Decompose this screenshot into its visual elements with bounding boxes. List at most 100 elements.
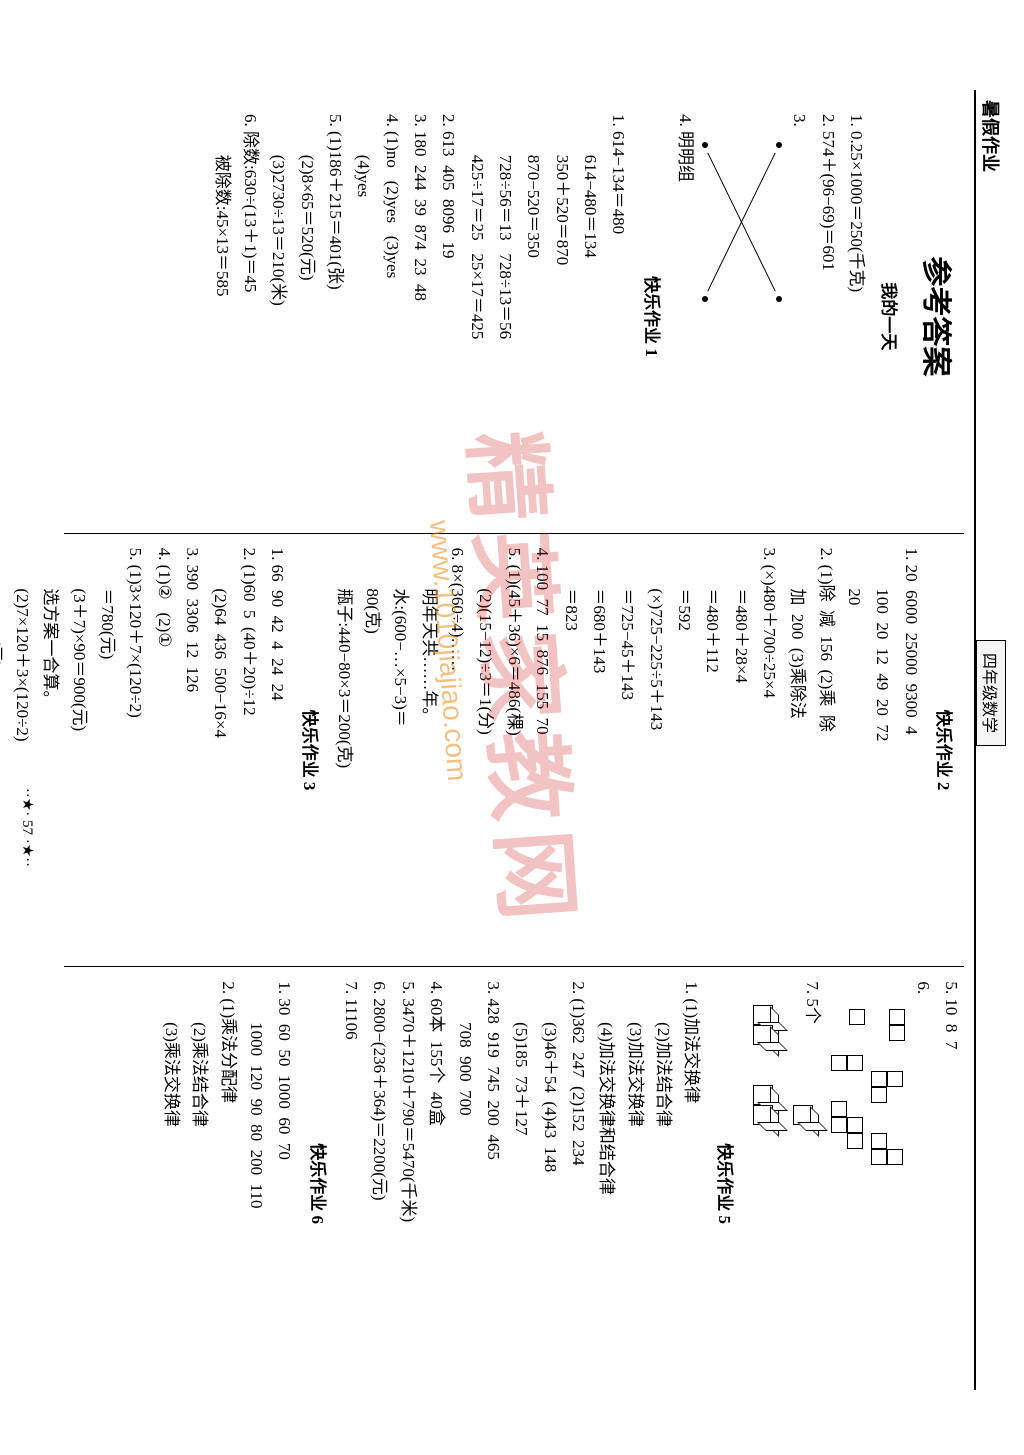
c2-d5c: (3＋7)×90＝900(元)	[65, 548, 91, 953]
c3-g5: 5. 3470＋1210＋790＝5470(千米)	[395, 981, 421, 1386]
c2-b1c: 20	[841, 548, 867, 953]
c1-a6b: 被除数:45×13＝585	[208, 114, 234, 519]
column-3: 5. 10 8 7 6.	[64, 966, 964, 1400]
c3-g1b: (2)加法结合律	[650, 981, 676, 1386]
c1-a5c: (3)2730÷13＝210(米)	[265, 114, 291, 519]
c3-g6: 6. 2800−(236＋364)＝2200(元)	[366, 981, 392, 1386]
c1-a1: 1. 614−134＝480	[605, 114, 631, 519]
page-root: 暑假作业 四年级数学 参考答案 我的一天 1. 0.25×1000＝250(千克…	[0, 0, 1024, 1024]
section-hw1: 快乐作业 1	[637, 114, 663, 519]
c1-a1c: 350＋520＝870	[548, 114, 574, 519]
c2-b6b: 明年天共……年。	[415, 548, 441, 953]
page-footer: ··★· 57 ·★··	[18, 100, 37, 1455]
c1-a3: 3. 180 244 39 874 23 48	[407, 114, 433, 519]
page-number: ··★· 57 ·★··	[19, 788, 35, 867]
polyomino-a	[871, 1009, 905, 1041]
c1-l2: 2. 574＋(96−69)＝601	[814, 114, 840, 519]
c2-b3e: (×)725−225÷5＋143	[642, 548, 668, 953]
c2-b1: 1. 20 6000 25000 9300 4	[897, 548, 923, 953]
c2-b3f: ＝725−45＋143	[614, 548, 640, 953]
c2-b6e: 瓶子:440−80×3＝200(克)	[330, 548, 356, 953]
polyomino-e	[831, 1055, 865, 1071]
c3-g1d: (4)加法交换律和结合律	[593, 981, 619, 1386]
c1-a6: 6. 除数:630÷(13＋1)＝45	[237, 114, 263, 519]
c3-f7: 7. 5个	[799, 981, 825, 1386]
columns: 参考答案 我的一天 1. 0.25×1000＝250(千克) 2. 574＋(9…	[64, 100, 964, 1400]
answers-title: 参考答案	[912, 114, 959, 519]
c3-g3: 3. 428 919 745 200 465	[480, 981, 506, 1386]
section-hw6: 快乐作业 6	[303, 981, 329, 1386]
c3-h2: 2. (1)乘法分配律	[214, 981, 240, 1386]
cube-stack-a	[745, 1005, 773, 1045]
c1-a1e: 728÷56＝13 728÷13＝56	[492, 114, 518, 519]
header-left: 暑假作业	[978, 100, 1004, 172]
section-hw3: 快乐作业 3	[296, 548, 322, 953]
c2-d5: 5. (1)3×120＋7×(120÷2)	[122, 548, 148, 953]
c3-g1: 1. (1)加法交换律	[678, 981, 704, 1386]
c1-l3: 3.	[786, 114, 812, 519]
c3-h2b: (2)乘法结合律	[186, 981, 212, 1386]
c2-c2: 2. (1)60 5 (40＋20)÷12	[235, 548, 261, 953]
polyomino-row-2	[831, 1009, 865, 1386]
c3-h1: 1. 30 60 50 1000 60 70	[271, 981, 297, 1386]
c2-b2: 2. (1)除 减 156 (2)乘 除	[812, 548, 838, 953]
c2-d4: 4. (1)② (2)①	[150, 548, 176, 953]
c3-g7: 7. 11106	[338, 981, 364, 1386]
c3-h2c: (3)乘法交换律	[158, 981, 184, 1386]
polyomino-c	[871, 1133, 905, 1165]
column-1: 参考答案 我的一天 1. 0.25×1000＝250(千克) 2. 574＋(9…	[64, 100, 964, 533]
column-2: 快乐作业 2 1. 20 6000 25000 9300 4 100 20 12…	[64, 533, 964, 967]
c2-c1: 1. 66 90 42 4 24 24	[264, 548, 290, 953]
polyomino-row-1	[871, 1009, 905, 1386]
c2-b1b: 100 20 12 49 20 72	[869, 548, 895, 953]
c2-b5b: (2)(15−12)÷3＝1(分)	[472, 548, 498, 953]
c2-d3: 3. 390 3306 12 126	[179, 548, 205, 953]
cube-figures	[745, 1005, 793, 1386]
c2-b3: 3. (×)480＋700÷25×4	[756, 548, 782, 953]
c2-b3g: ＝680＋143	[586, 548, 612, 953]
c3-h1b: 1000 120 90 80 200 110	[243, 981, 269, 1386]
c1-l1: 1. 0.25×1000＝250(千克)	[843, 114, 869, 519]
c3-g2b: (3)46＋54 (4)43 148	[536, 981, 562, 1386]
c3-g4: 4. 60本 155个 40盒	[423, 981, 449, 1386]
c1-a1f: 425÷17＝25 25×17＝425	[463, 114, 489, 519]
c1-a5: 5. (1)186＋215＝401(张)	[322, 114, 348, 519]
polyomino-b	[871, 1071, 905, 1103]
c2-d5f: ＝1020(元)	[0, 548, 7, 953]
c2-c2b: (2)64 436 500−16×4	[207, 548, 233, 953]
c3-g3b: 708 900 700	[451, 981, 477, 1386]
match-cross-1	[702, 142, 782, 302]
c2-b3h: ＝823	[557, 548, 583, 953]
c1-a4: 4. (1)no (2)yes (3)yes	[378, 114, 404, 519]
c1-a2: 2. 613 405 8096 19	[435, 114, 461, 519]
c3-f6: 6.	[909, 981, 935, 1386]
header-rule	[974, 90, 976, 1390]
c2-b6c: 水:(600−…×5−3)＝	[387, 548, 413, 953]
c2-d5b: ＝780(元)	[94, 548, 120, 953]
c2-d5d: 选方案一合算。	[37, 548, 63, 953]
polyomino-f	[831, 1101, 865, 1149]
c3-g2: 2. (1)362 247 (2)152 234	[565, 981, 591, 1386]
c1-a1d: 870−520＝350	[520, 114, 546, 519]
c1-a4b: (4)yes	[350, 114, 376, 519]
c3-f5: 5. 10 8 7	[938, 981, 964, 1386]
c1-l4: 4. 明明组	[672, 114, 698, 519]
c1-a1b: 614−480＝134	[577, 114, 603, 519]
cube-stack-b	[745, 1085, 793, 1125]
c2-b3c: ＝480＋112	[699, 548, 725, 953]
section-hw5: 快乐作业 5	[710, 981, 736, 1386]
c2-b3d: ＝592	[671, 548, 697, 953]
c1-a5b: (2)8×65＝520(元)	[293, 114, 319, 519]
c2-b2b: 加 200 (3)乘除法	[784, 548, 810, 953]
c2-b3b: ＝480＋28×4	[727, 548, 753, 953]
polyomino-d	[831, 1009, 865, 1025]
c2-b5: 5. (1)(45＋36)×6＝486(棵)	[501, 548, 527, 953]
c2-b6: 6. 8×(360÷4)……	[444, 548, 470, 953]
header-subject-box: 四年级数学	[976, 640, 1006, 746]
sheet: 暑假作业 四年级数学 参考答案 我的一天 1. 0.25×1000＝250(千克…	[0, 0, 1024, 1455]
c2-b4: 4. 100 77 15 876 155 70	[529, 548, 555, 953]
section-hw2: 快乐作业 2	[930, 548, 956, 953]
section-myday: 我的一天	[875, 114, 901, 519]
c2-b6d: 80(克)	[359, 548, 385, 953]
c3-g1c: (3)加法交换律	[621, 981, 647, 1386]
